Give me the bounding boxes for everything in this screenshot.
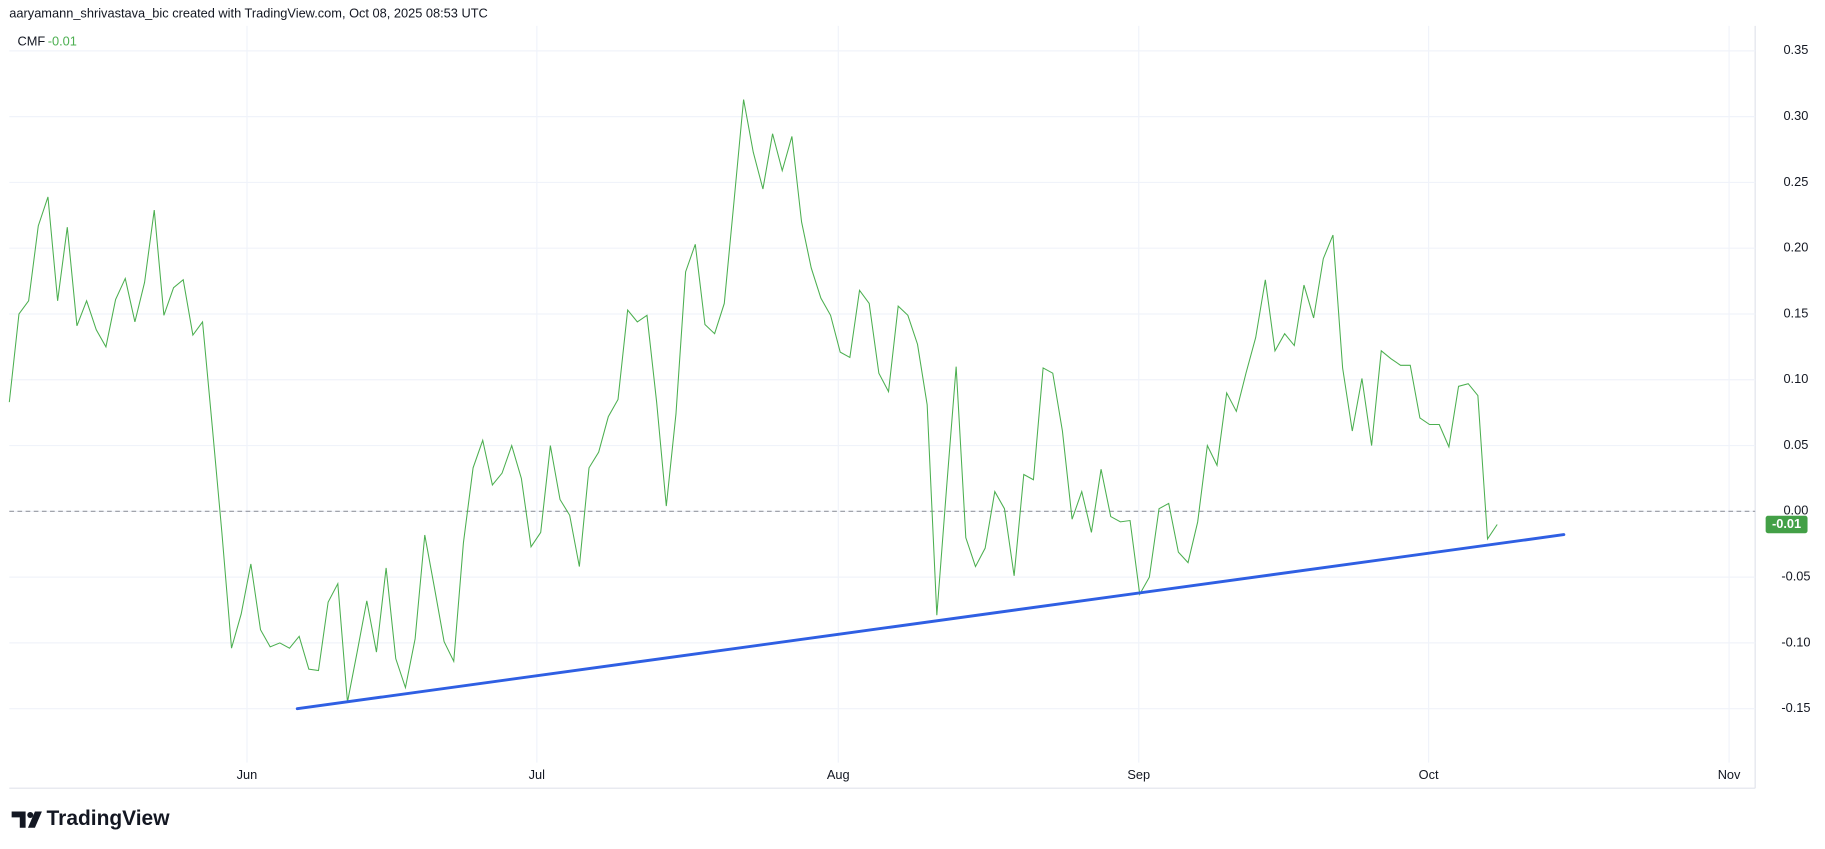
y-tick-label: 0.20 bbox=[1783, 240, 1808, 255]
y-tick-label: 0.05 bbox=[1783, 437, 1808, 452]
y-tick-label: -0.10 bbox=[1781, 634, 1810, 649]
y-tick-label: 0.30 bbox=[1783, 108, 1808, 123]
y-tick-label: 0.25 bbox=[1783, 174, 1808, 189]
x-tick-label: Sep bbox=[1127, 767, 1150, 782]
y-tick-label: 0.15 bbox=[1783, 305, 1808, 320]
logo-mark bbox=[27, 811, 42, 828]
logo-mark bbox=[27, 811, 34, 819]
x-tick-label: Jul bbox=[529, 767, 545, 782]
x-tick-label: Oct bbox=[1419, 767, 1439, 782]
trendline bbox=[295, 533, 1566, 711]
cmf-line bbox=[8, 99, 1498, 703]
last-value-badge bbox=[1765, 515, 1808, 534]
y-tick-label: -0.05 bbox=[1781, 568, 1810, 583]
header: aaryamann_shrivastava_bic created with T… bbox=[9, 6, 487, 21]
legend-name: CMF bbox=[17, 34, 45, 49]
brand: TradingView bbox=[47, 807, 171, 830]
x-tick-label: Jun bbox=[237, 767, 258, 782]
plot bbox=[8, 99, 1756, 711]
last-value-label: -0.01 bbox=[1772, 516, 1801, 531]
y-tick-label: 0.35 bbox=[1783, 42, 1808, 57]
y-tick-label: 0.00 bbox=[1783, 503, 1808, 518]
y-tick-label: -0.15 bbox=[1781, 700, 1810, 715]
y-tick-label: 0.10 bbox=[1783, 371, 1808, 386]
x-tick-label: Nov bbox=[1718, 767, 1741, 782]
logo-mark bbox=[11, 811, 26, 828]
x-tick-label: Aug bbox=[827, 767, 850, 782]
brand-logo: TradingView bbox=[11, 807, 171, 830]
legend-value: -0.01 bbox=[48, 34, 77, 49]
